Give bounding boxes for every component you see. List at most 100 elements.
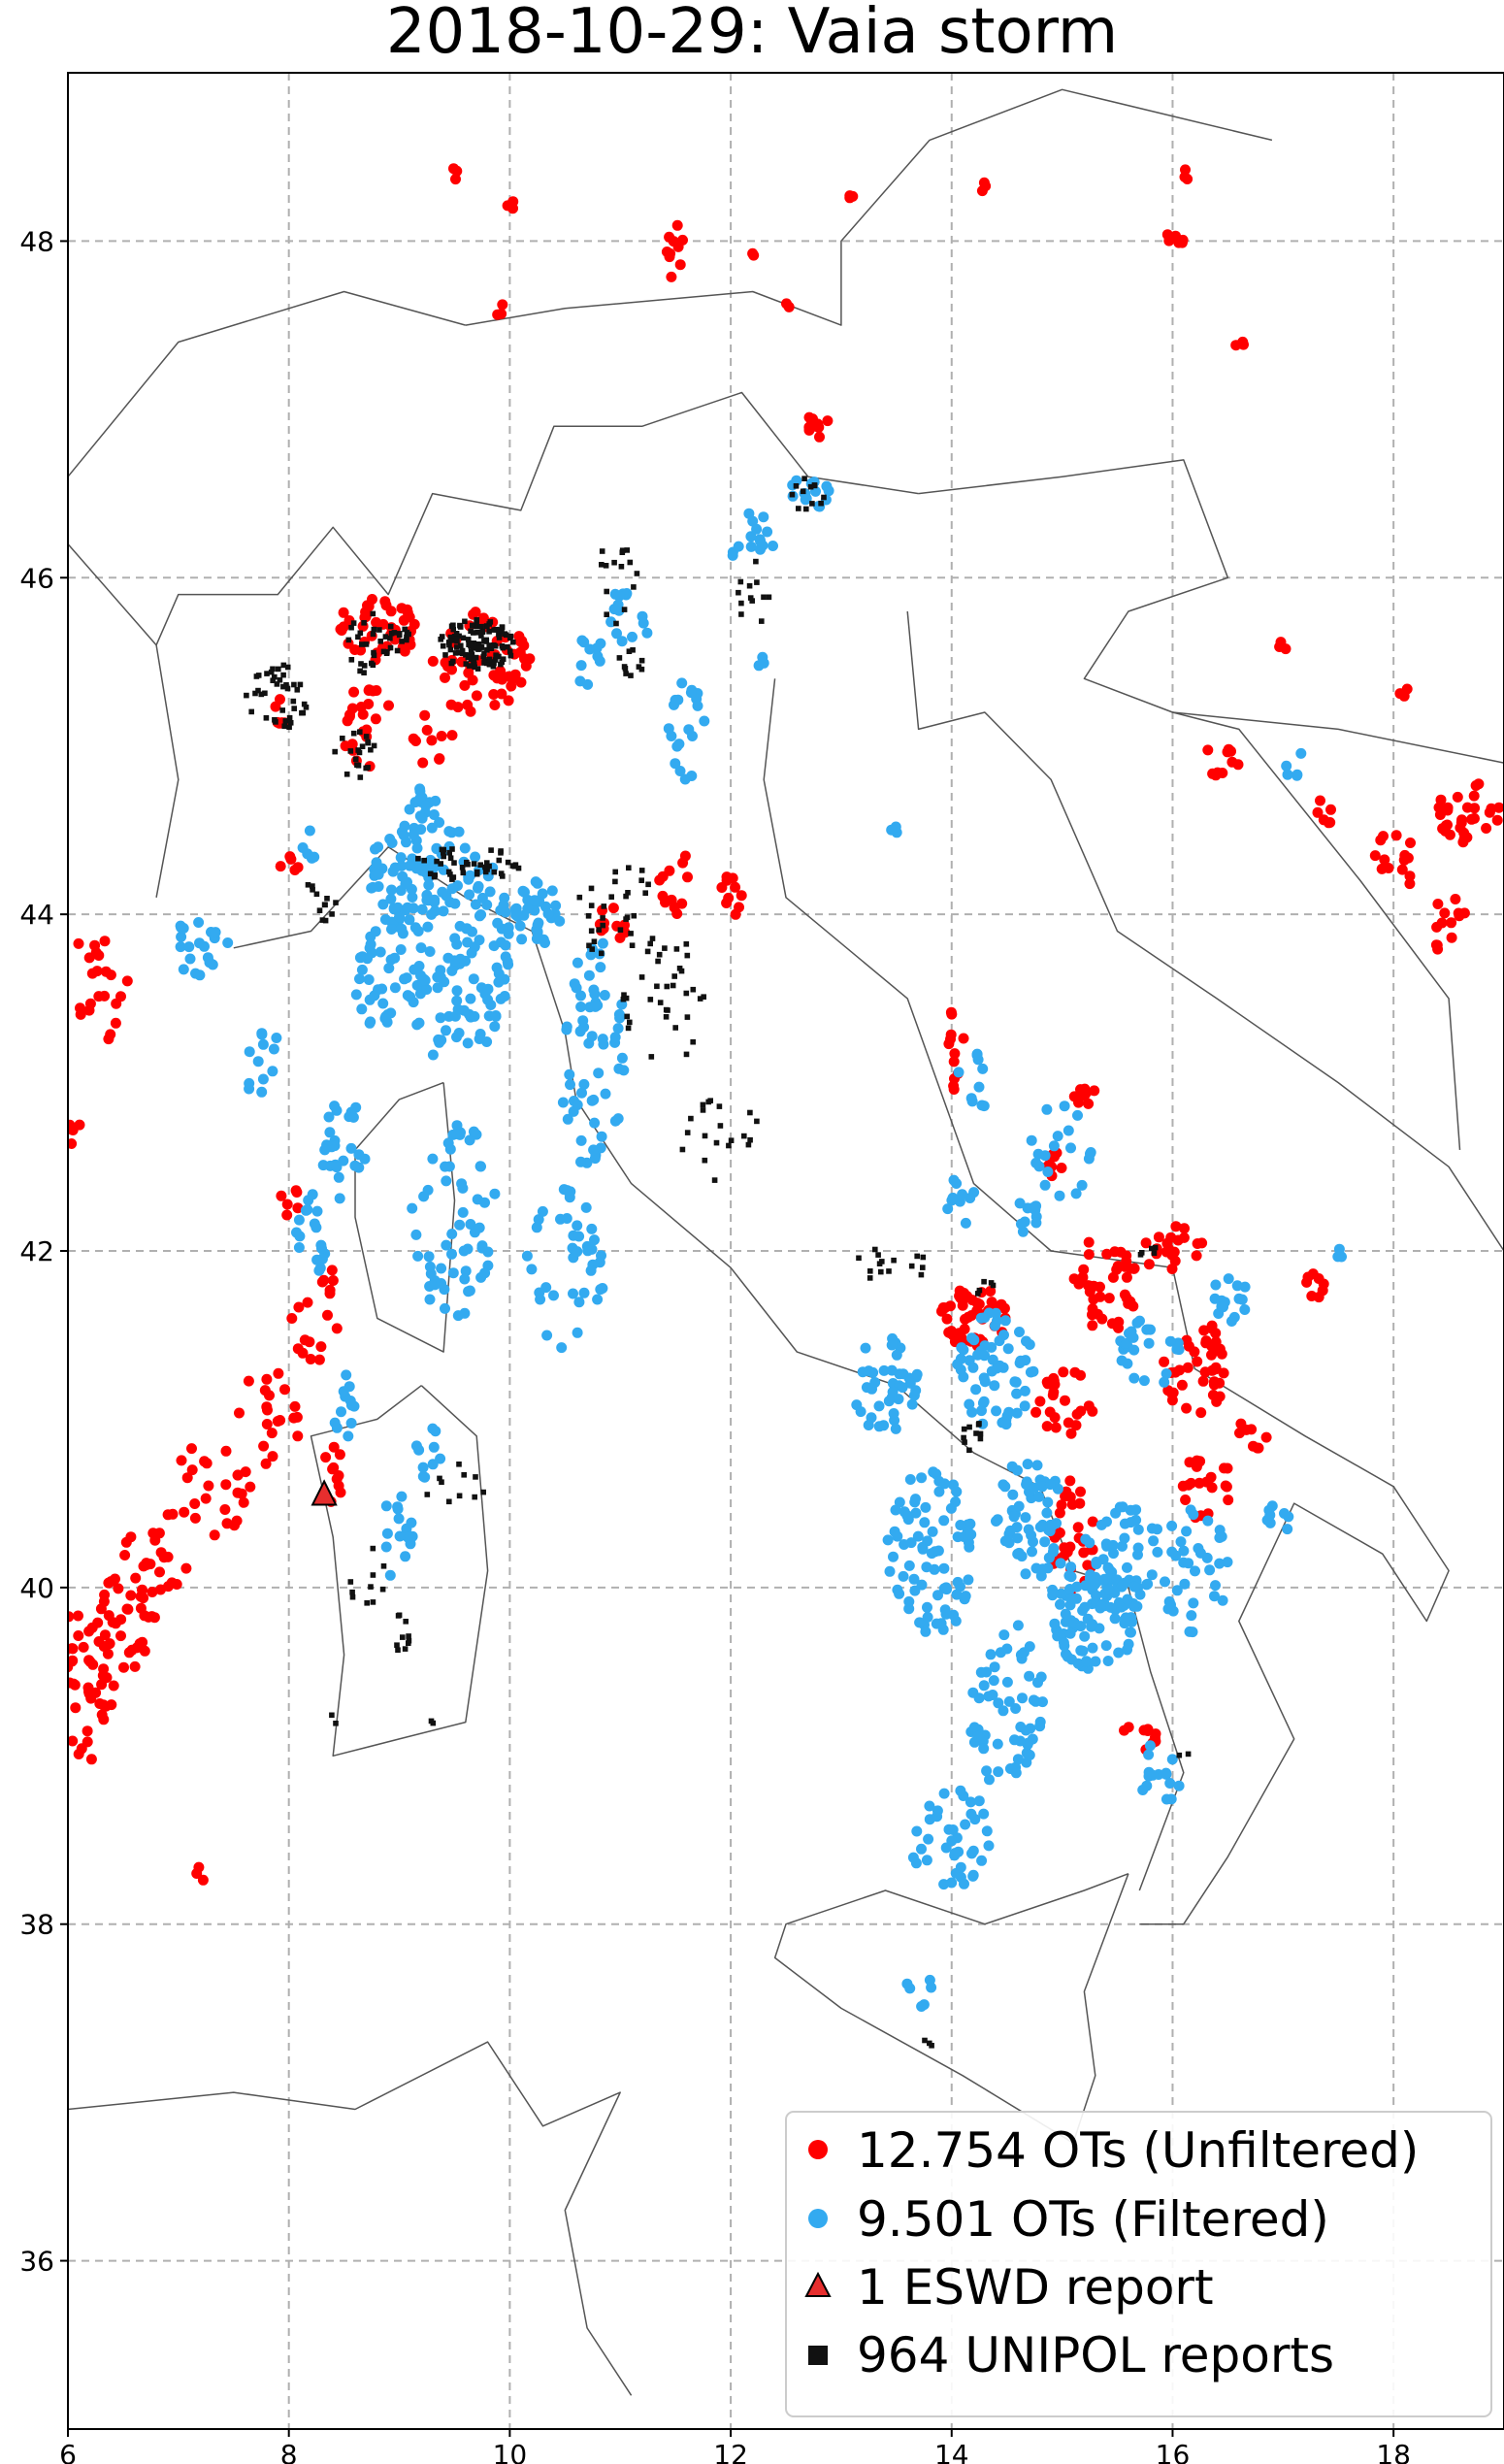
filtered-ot-point (613, 1063, 625, 1074)
filtered-ot-point (969, 1814, 981, 1825)
filtered-ot-point (924, 1800, 935, 1812)
filtered-ot-point (973, 1795, 985, 1807)
unfiltered-ot-point (149, 1534, 161, 1546)
unipol-report-point (701, 994, 706, 1000)
unfiltered-ot-point (1446, 932, 1457, 943)
unipol-report-point (914, 1253, 920, 1260)
unfiltered-ot-point (99, 1629, 111, 1641)
filtered-ot-point (745, 541, 757, 552)
filtered-ot-point (1138, 1375, 1150, 1387)
unfiltered-ot-point (1075, 1369, 1086, 1381)
filtered-ot-point (526, 1264, 538, 1275)
filtered-ot-point (178, 964, 189, 975)
filtered-ot-point (204, 957, 215, 969)
filtered-ot-point (457, 1206, 469, 1218)
unfiltered-ot-point (955, 1330, 966, 1341)
unipol-report-point (340, 736, 345, 741)
unipol-report-point (654, 983, 660, 990)
filtered-ot-point (345, 1418, 357, 1429)
filtered-ot-point (981, 1666, 993, 1678)
unipol-report-point (702, 1133, 708, 1139)
unfiltered-ot-point (200, 1493, 212, 1504)
filtered-ot-point (1031, 1460, 1043, 1471)
unfiltered-ot-point (362, 600, 373, 611)
filtered-ot-point (1090, 1656, 1101, 1667)
unipol-report-point (450, 622, 456, 629)
unipol-report-point (388, 630, 395, 637)
filtered-ot-point (414, 783, 426, 795)
unfiltered-ot-point (426, 735, 438, 746)
filtered-ot-point (1103, 1584, 1115, 1595)
unipol-report-point (470, 630, 476, 636)
unipol-report-point (457, 624, 464, 630)
unfiltered-ot-point (434, 753, 445, 765)
unfiltered-ot-point (334, 1449, 345, 1461)
filtered-ot-point (256, 1029, 268, 1040)
filtered-ot-point (1201, 1552, 1213, 1563)
unipol-report-point (379, 1586, 386, 1593)
filtered-ot-point (294, 1231, 306, 1242)
filtered-ot-point (1087, 1642, 1098, 1654)
filtered-ot-point (324, 1127, 336, 1138)
filtered-ot-point (949, 1848, 961, 1859)
filtered-ot-point (420, 800, 432, 811)
filtered-ot-point (394, 911, 406, 923)
unfiltered-ot-point (68, 1611, 75, 1623)
unfiltered-ot-point (463, 667, 474, 678)
unfiltered-ot-point (220, 1445, 232, 1457)
unfiltered-ot-point (1313, 1273, 1324, 1284)
filtered-ot-point (427, 1049, 439, 1061)
filtered-ot-point (474, 935, 485, 946)
unipol-report-point (488, 645, 495, 651)
filtered-ot-point (1179, 1578, 1191, 1590)
unipol-report-point (975, 1291, 981, 1297)
unfiltered-ot-point (73, 937, 84, 949)
filtered-ot-point (1075, 1621, 1087, 1632)
unipol-report-point (286, 714, 293, 721)
filtered-ot-point (1090, 1578, 1101, 1590)
filtered-ot-point (919, 1517, 931, 1528)
unipol-report-point (387, 623, 394, 630)
unfiltered-ot-point (1432, 943, 1444, 955)
unipol-report-point (270, 677, 276, 683)
eswd-report-series (311, 1479, 338, 1506)
filtered-ot-point (1105, 1601, 1117, 1613)
filtered-ot-point (222, 937, 234, 948)
unipol-report-point (284, 685, 291, 692)
unipol-report-point (920, 1265, 926, 1270)
unfiltered-ot-point (105, 969, 116, 981)
unipol-report-point (878, 1268, 884, 1275)
filtered-ot-point (479, 1197, 490, 1208)
filtered-ot-point (1210, 1580, 1221, 1592)
filtered-ot-point (363, 974, 375, 985)
filtered-ot-point (424, 1294, 436, 1305)
unipol-report-point (471, 861, 477, 867)
filtered-ot-point (493, 968, 505, 979)
filtered-ot-point (1239, 1281, 1251, 1293)
unipol-report-point (465, 637, 472, 642)
unipol-report-point (491, 627, 497, 633)
filtered-ot-point (300, 1204, 311, 1216)
unipol-report-point (690, 986, 697, 993)
unipol-report-point (676, 966, 683, 971)
unfiltered-ot-point (363, 699, 375, 709)
unipol-report-point (447, 646, 454, 653)
filtered-ot-point (1113, 1647, 1125, 1659)
unfiltered-ot-point (1197, 1375, 1209, 1387)
unfiltered-ot-point (440, 672, 450, 683)
unipol-report-point (350, 620, 357, 626)
unipol-report-point (382, 634, 389, 640)
filtered-ot-point (947, 1192, 959, 1203)
filtered-ot-point (1190, 1565, 1200, 1577)
unipol-report-point (449, 846, 455, 852)
unipol-report-point (745, 1141, 752, 1148)
filtered-ot-point (572, 1327, 583, 1338)
unfiltered-ot-point (1217, 768, 1228, 778)
filtered-ot-point (1142, 1578, 1154, 1590)
unfiltered-ot-point (408, 733, 419, 744)
filtered-ot-point (1166, 1754, 1178, 1765)
unipol-report-point (460, 635, 467, 641)
filtered-ot-point (592, 1000, 604, 1011)
unipol-report-point (456, 1493, 463, 1499)
unipol-report-point (481, 650, 487, 656)
